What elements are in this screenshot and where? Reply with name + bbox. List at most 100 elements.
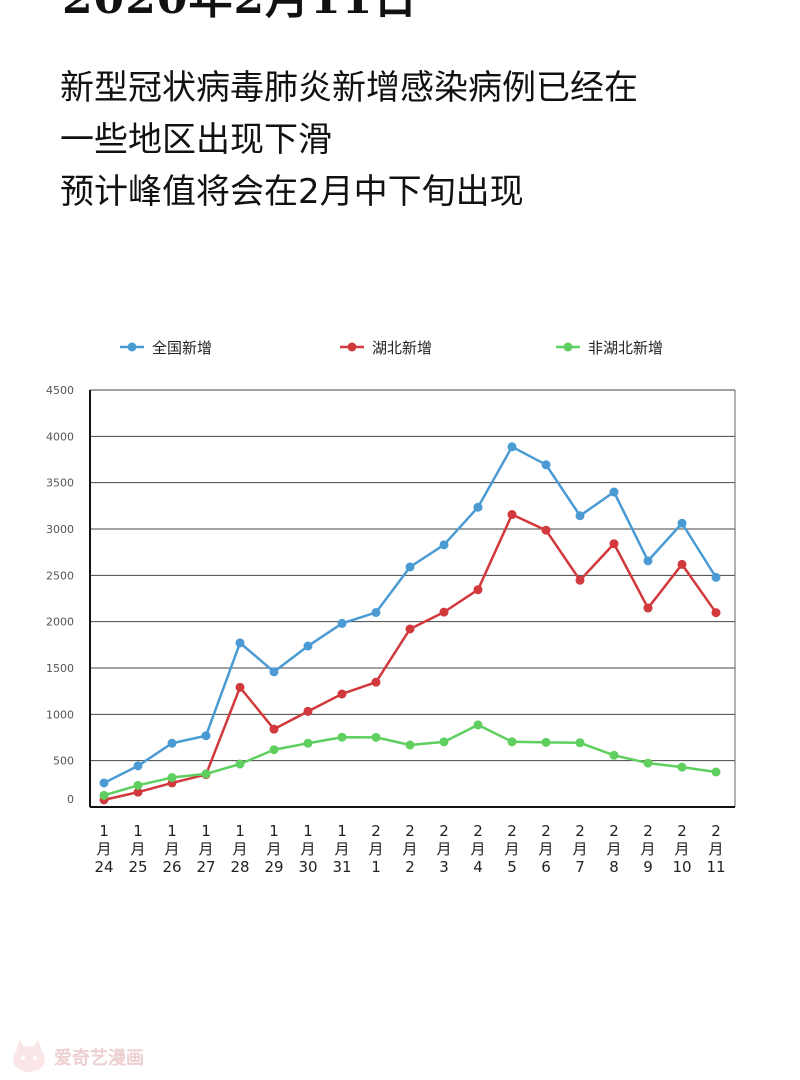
x-tick-label: 24 (94, 858, 113, 876)
legend-label: 湖北新增 (372, 339, 432, 357)
x-tick-label: 28 (230, 858, 249, 876)
x-tick-label: 2 (439, 822, 449, 840)
x-tick-label: 2 (711, 822, 721, 840)
x-tick-label: 月 (640, 840, 655, 858)
data-point (303, 738, 313, 748)
x-tick-label: 2 (643, 822, 653, 840)
series-line (103, 723, 717, 797)
data-point (337, 618, 347, 628)
line-chart: 0500100015002000250030003500400045001月24… (46, 339, 736, 876)
x-tick-label: 5 (507, 858, 517, 876)
legend-label: 全国新增 (152, 339, 212, 357)
x-tick-label: 月 (572, 840, 587, 858)
data-point (473, 502, 483, 512)
data-point (439, 607, 449, 617)
y-tick-label: 4500 (46, 384, 74, 397)
legend-marker (347, 342, 357, 352)
data-point (235, 682, 245, 692)
x-tick-label: 月 (708, 840, 723, 858)
data-point (269, 724, 279, 734)
x-tick-label: 6 (541, 858, 551, 876)
x-tick-label: 2 (371, 822, 381, 840)
data-point (269, 745, 279, 755)
x-tick-label: 25 (128, 858, 147, 876)
x-tick-label: 1 (201, 822, 211, 840)
y-tick-label: 0 (67, 793, 74, 806)
x-tick-label: 30 (298, 858, 317, 876)
data-point (167, 773, 177, 783)
data-point (133, 761, 143, 771)
x-tick-label: 8 (609, 858, 619, 876)
y-tick-label: 1500 (46, 662, 74, 675)
data-point (711, 572, 721, 582)
x-tick-label: 月 (164, 840, 179, 858)
x-tick-label: 月 (198, 840, 213, 858)
x-tick-label: 月 (470, 840, 485, 858)
x-tick-label: 2 (405, 858, 415, 876)
data-point (167, 738, 177, 748)
x-tick-label: 1 (133, 822, 143, 840)
watermark: 爱奇艺漫画 (10, 1040, 144, 1074)
x-tick-label: 2 (405, 822, 415, 840)
data-point (235, 759, 245, 769)
x-tick-label: 月 (402, 840, 417, 858)
y-tick-label: 3500 (46, 477, 74, 490)
data-point (99, 778, 109, 788)
data-point (201, 769, 211, 779)
x-tick-label: 2 (541, 822, 551, 840)
data-point (133, 780, 143, 790)
data-point (609, 539, 619, 549)
data-point (235, 638, 245, 648)
data-point (575, 738, 585, 748)
data-point (303, 641, 313, 651)
y-tick-label: 2000 (46, 616, 74, 629)
data-point (507, 737, 517, 747)
x-tick-label: 1 (337, 822, 347, 840)
x-tick-label: 2 (677, 822, 687, 840)
data-point (337, 732, 347, 742)
x-tick-label: 27 (196, 858, 215, 876)
data-point (643, 758, 653, 768)
x-tick-label: 1 (167, 822, 177, 840)
y-tick-label: 500 (53, 755, 74, 768)
data-point (133, 787, 143, 797)
data-point (609, 487, 619, 497)
data-point (677, 559, 687, 569)
series-line (103, 445, 718, 785)
data-point (99, 790, 109, 800)
data-point (337, 689, 347, 699)
x-tick-label: 1 (303, 822, 313, 840)
y-tick-label: 2500 (46, 569, 74, 582)
x-tick-label: 月 (96, 840, 111, 858)
x-tick-label: 4 (473, 858, 483, 876)
x-tick-label: 9 (643, 858, 653, 876)
data-point (439, 737, 449, 747)
data-point (371, 607, 381, 617)
x-tick-label: 月 (334, 840, 349, 858)
data-point (575, 511, 585, 521)
x-tick-label: 26 (162, 858, 181, 876)
headline: 新型冠状病毒肺炎新增感染病例已经在 一些地区出现下滑 预计峰值将会在2月中下旬出… (60, 62, 638, 218)
headline-line-1: 新型冠状病毒肺炎新增感染病例已经在 (60, 68, 638, 108)
x-tick-label: 月 (504, 840, 519, 858)
data-point (711, 608, 721, 618)
y-tick-label: 3000 (46, 523, 74, 536)
headline-line-3: 预计峰值将会在2月中下旬出现 (60, 172, 524, 212)
x-tick-label: 7 (575, 858, 585, 876)
mascot-icon (13, 1040, 45, 1072)
legend-marker (127, 342, 137, 352)
data-point (269, 667, 279, 677)
data-point (677, 762, 687, 772)
data-point (439, 540, 449, 550)
legend-label: 非湖北新增 (588, 339, 663, 357)
x-tick-label: 3 (439, 858, 449, 876)
y-tick-label: 4000 (46, 430, 74, 443)
data-point (541, 460, 551, 470)
x-tick-label: 月 (674, 840, 689, 858)
x-tick-label: 1 (235, 822, 245, 840)
y-tick-label: 1000 (46, 708, 74, 721)
x-tick-label: 2 (575, 822, 585, 840)
x-tick-label: 月 (300, 840, 315, 858)
watermark-text: 爱奇艺漫画 (54, 1048, 144, 1069)
data-point (507, 510, 517, 520)
